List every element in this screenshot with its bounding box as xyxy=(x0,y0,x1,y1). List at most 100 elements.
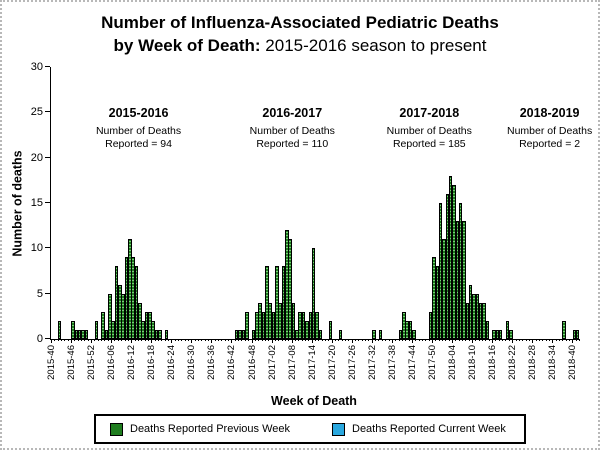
season-total-note: Number of Deaths Reported = 94 xyxy=(77,125,201,150)
x-axis-tick xyxy=(408,339,410,341)
x-axis-tick-label: 2016-24 xyxy=(166,345,178,380)
bar-week-2015-50 xyxy=(84,329,89,339)
x-axis-tick xyxy=(492,339,494,343)
bar-week-2016-15 xyxy=(141,320,145,339)
x-axis-tick xyxy=(512,339,514,343)
x-axis-tick xyxy=(445,339,447,341)
x-axis-tick xyxy=(538,339,540,341)
y-axis-tick-label: 20 xyxy=(30,151,43,164)
x-axis-tick xyxy=(251,339,253,343)
x-axis-tick xyxy=(261,339,263,341)
x-axis-tick xyxy=(318,339,320,341)
season-annotation-2015-2016: 2015-2016 Number of Deaths Reported = 94 xyxy=(77,106,201,150)
x-axis-tick xyxy=(555,339,557,341)
x-axis-tick xyxy=(311,339,313,343)
x-axis-tick xyxy=(211,339,213,343)
x-axis-tick xyxy=(328,339,330,341)
x-axis-tick xyxy=(378,339,380,341)
x-axis-tick xyxy=(171,339,173,343)
bar-week-2016-13 xyxy=(134,266,139,339)
bar-week-2018-17 xyxy=(495,329,500,339)
x-axis-tick xyxy=(301,339,303,341)
x-axis-tick xyxy=(104,339,106,341)
x-axis-tick-label: 2017-44 xyxy=(406,345,418,380)
x-axis-tick xyxy=(385,339,387,341)
x-axis-tick xyxy=(565,339,567,341)
bar-week-2017-11 xyxy=(301,311,306,339)
bar-week-2015-46 xyxy=(71,320,75,339)
x-axis-tick-label: 2015-52 xyxy=(86,345,98,380)
bar-week-2016-20 xyxy=(158,329,162,339)
x-axis-tick xyxy=(174,339,176,341)
x-axis-tick xyxy=(441,339,443,341)
x-axis-tick xyxy=(552,339,554,343)
x-axis-tick xyxy=(462,339,464,341)
x-axis-tick xyxy=(361,339,363,341)
y-axis-tick-label: 30 xyxy=(30,61,43,73)
x-axis-tick xyxy=(505,339,507,341)
x-axis-tick-label: 2017-02 xyxy=(266,345,278,380)
x-axis-tick xyxy=(315,339,316,341)
x-axis-tick xyxy=(572,339,574,343)
x-axis-tick xyxy=(188,339,189,341)
x-axis-tick xyxy=(338,339,340,341)
x-axis-tick xyxy=(411,339,413,343)
bar-week-2018-12 xyxy=(478,302,483,339)
x-axis-tick xyxy=(258,339,260,341)
bar-week-2015-47 xyxy=(74,329,79,339)
x-axis-tick xyxy=(244,339,246,341)
x-axis-tick-label: 2018-22 xyxy=(507,345,519,380)
season-note-line2: Reported = 110 xyxy=(256,137,329,150)
x-axis-tick xyxy=(448,339,450,341)
bar-week-2017-02 xyxy=(271,311,276,339)
bar-week-2016-17 xyxy=(148,311,152,339)
bar-week-2017-09 xyxy=(295,329,299,339)
x-axis-tick-label: 2017-08 xyxy=(286,345,298,380)
x-axis-tick xyxy=(475,339,477,341)
x-axis-tick xyxy=(558,339,560,341)
season-total-note: Number of Deaths Reported = 185 xyxy=(367,125,491,150)
x-axis-tick xyxy=(274,339,276,341)
x-axis-tick xyxy=(221,339,223,341)
x-axis-tick xyxy=(472,339,474,343)
bar-week-2016-51 xyxy=(261,311,266,339)
bar-week-2018-21 xyxy=(509,329,513,339)
bar-week-2017-07 xyxy=(288,239,292,339)
x-axis-tick xyxy=(94,339,96,341)
x-axis-tick xyxy=(137,339,139,341)
x-axis-tick xyxy=(428,339,430,341)
y-axis-tick-label: 25 xyxy=(30,106,43,119)
x-axis-tick xyxy=(435,339,437,341)
season-annotation-2018-2019: 2018-2019 Number of Deaths Reported = 2 xyxy=(488,106,598,150)
x-axis-tick xyxy=(91,339,93,343)
x-axis-tick xyxy=(147,339,149,341)
bar-week-2017-19 xyxy=(328,320,333,339)
bar-week-2018-08 xyxy=(465,302,470,339)
x-axis-tick xyxy=(518,339,520,341)
x-axis-tick xyxy=(478,339,480,341)
bar-week-2016-01 xyxy=(94,320,99,339)
bar-week-2016-52 xyxy=(265,266,269,339)
bar-week-2018-03 xyxy=(448,175,453,339)
y-axis-tick-label: 5 xyxy=(36,287,43,300)
season-label: 2018-2019 xyxy=(519,106,580,120)
x-axis-tick xyxy=(351,339,353,343)
bar-week-2018-13 xyxy=(482,302,486,339)
bar-week-2018-37 xyxy=(562,320,566,339)
x-axis-title: Week of Death xyxy=(271,394,357,408)
x-axis-tick xyxy=(278,339,280,341)
bar-week-2018-02 xyxy=(445,193,450,339)
x-axis-tick xyxy=(61,339,63,341)
x-axis-tick xyxy=(264,339,266,341)
bar-week-2016-19 xyxy=(154,329,159,339)
x-axis-tick xyxy=(298,339,300,341)
bar-week-2016-04 xyxy=(104,329,109,339)
x-axis-tick xyxy=(214,339,216,341)
x-axis-tick-label: 2015-40 xyxy=(46,345,57,380)
y-axis-tick-label: 15 xyxy=(30,197,43,209)
x-axis-tick xyxy=(181,339,183,341)
x-axis-tick xyxy=(405,339,407,341)
x-axis-tick xyxy=(134,339,136,341)
season-label: 2017-2018 xyxy=(399,106,460,120)
bar-week-2017-05 xyxy=(281,266,286,339)
